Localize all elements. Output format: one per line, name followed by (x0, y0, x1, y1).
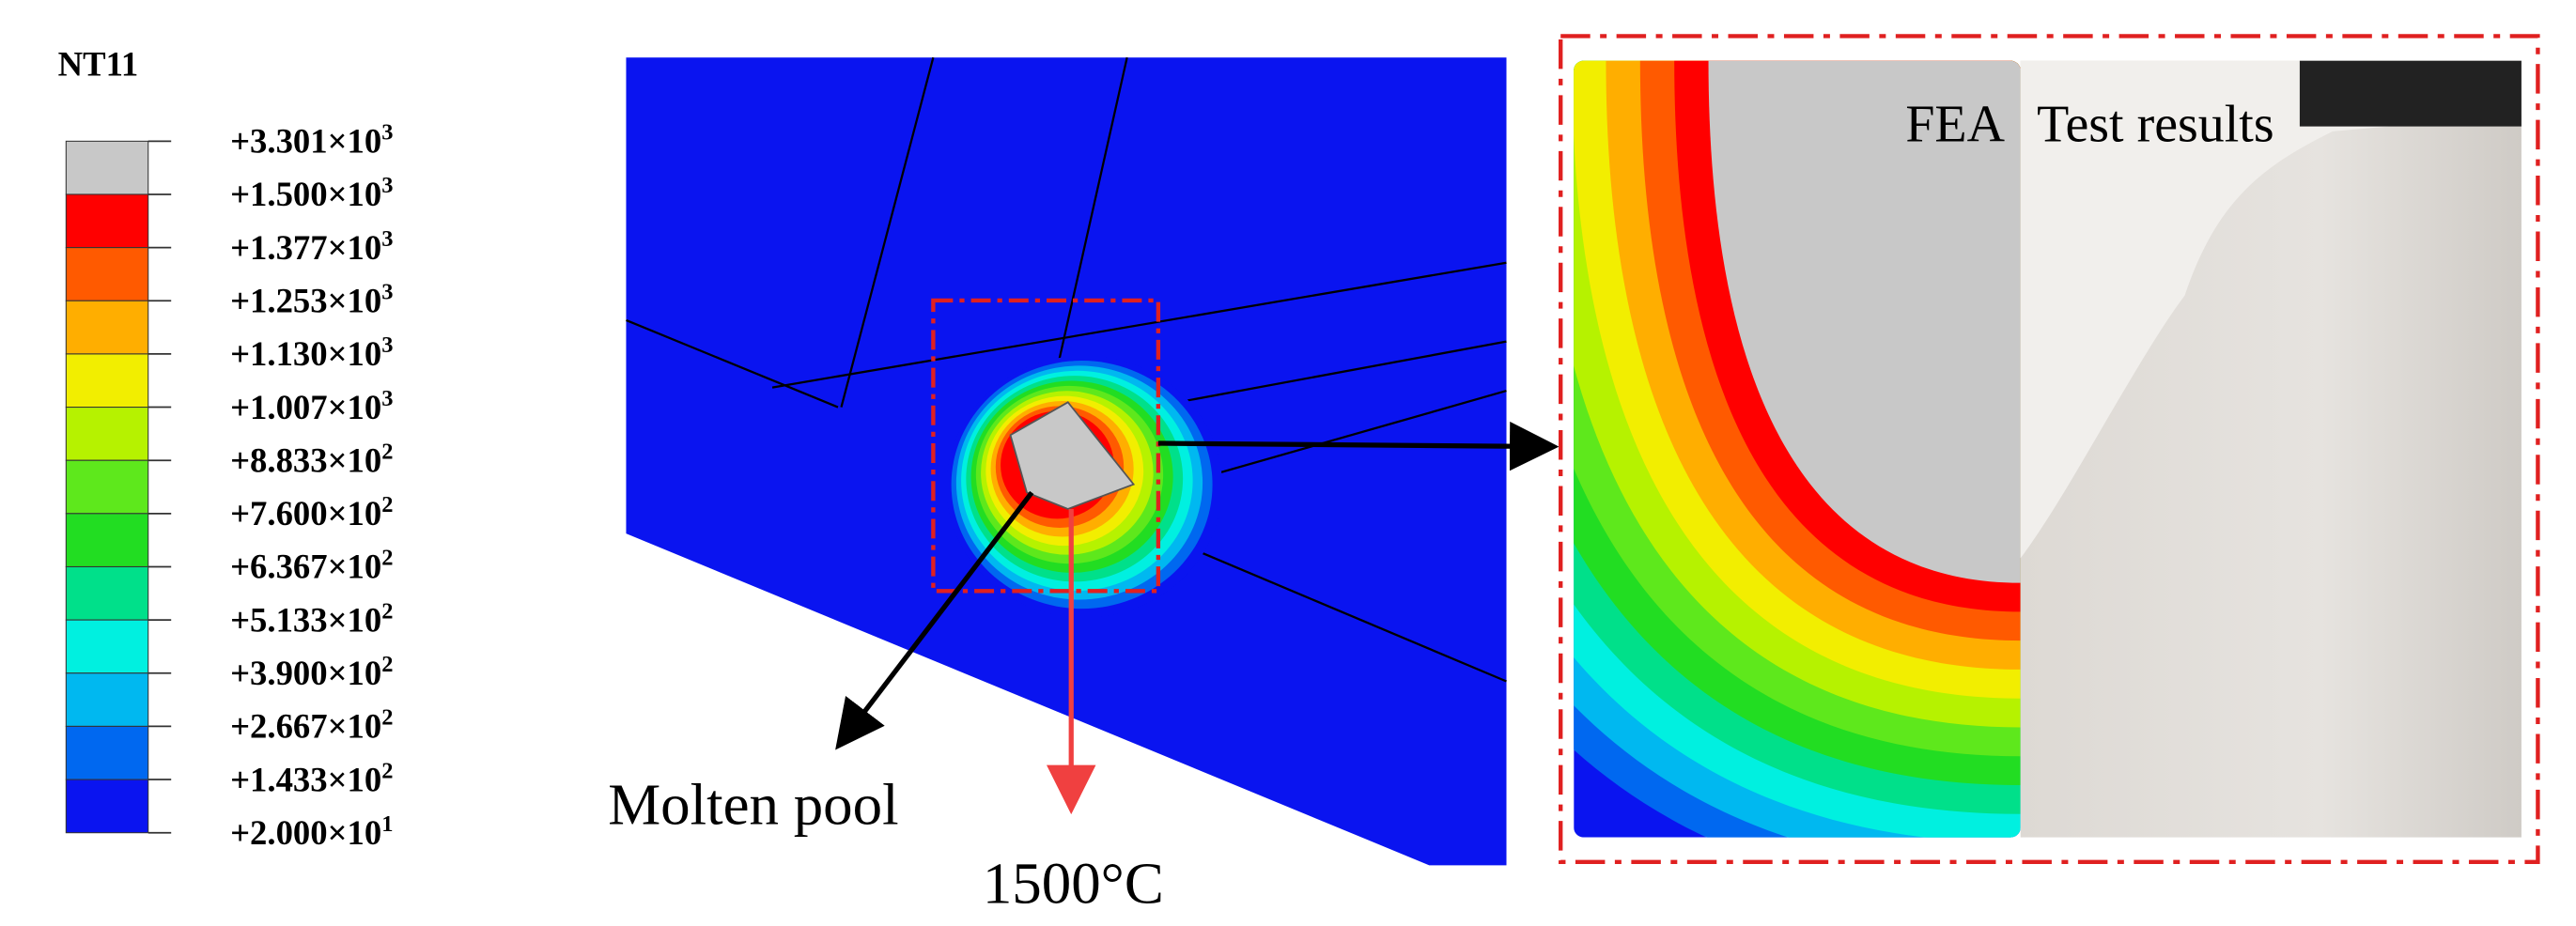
molten-region (1009, 401, 1136, 510)
color-box (65, 619, 149, 674)
exponent: 2 (381, 652, 393, 677)
legend-label: +8.833×102 (230, 439, 393, 479)
color-box (65, 779, 149, 834)
annotation: 1500°C (983, 851, 1164, 917)
exponent: 3 (381, 120, 393, 146)
exponent: 2 (381, 439, 393, 464)
colorbar: +3.301×103+1.500×103+1.377×103+1.253×103… (65, 120, 394, 852)
exponent: 2 (381, 492, 393, 517)
mantissa: +1.253×10 (230, 282, 381, 320)
legend-label: +3.301×103 (230, 120, 393, 161)
legend-label: +6.367×102 (230, 546, 393, 586)
legend-label: +1.130×103 (230, 332, 393, 373)
annotation: FEA (1905, 95, 2005, 153)
mantissa: +2.667×10 (230, 707, 381, 746)
annotation: Molten pool (608, 772, 898, 838)
legend-label: +7.600×102 (230, 492, 393, 532)
legend-label: +1.007×103 (230, 386, 393, 426)
mantissa: +1.007×10 (230, 388, 381, 426)
color-box (65, 353, 149, 409)
exponent: 1 (381, 811, 393, 837)
mantissa: +3.900×10 (230, 654, 381, 692)
legend-title: NT11 (58, 44, 139, 83)
color-box (65, 407, 149, 461)
photo-dark (2299, 60, 2522, 127)
exponent: 3 (381, 386, 393, 411)
exponent: 2 (381, 598, 393, 624)
mantissa: +2.000×10 (230, 813, 381, 852)
color-box (65, 193, 149, 249)
arrow (1157, 421, 1560, 471)
arrow (835, 490, 1034, 750)
fea-result (1574, 60, 2021, 838)
color-box (65, 725, 149, 780)
mantissa: +7.600×10 (230, 494, 381, 532)
exponent: 2 (381, 705, 393, 731)
mantissa: +6.367×10 (230, 548, 381, 586)
photo-pool (2020, 60, 2522, 559)
mantissa: +3.301×10 (230, 122, 381, 161)
exponent: 3 (381, 332, 393, 358)
legend-label: +1.377×103 (230, 226, 393, 267)
color-box (65, 247, 149, 301)
mantissa: +1.377×10 (230, 228, 381, 267)
color-box (65, 459, 149, 515)
legend-label: +1.253×103 (230, 280, 393, 320)
color-box (65, 300, 149, 355)
exponent: 3 (381, 226, 393, 252)
detail-frame (1559, 34, 2540, 865)
exponent: 2 (381, 758, 393, 783)
exponent: 3 (381, 173, 393, 198)
legend-label: +5.133×102 (230, 598, 393, 639)
color-box (65, 140, 149, 195)
legend-label: +2.000×101 (230, 811, 393, 852)
legend-label: +1.500×103 (230, 173, 393, 213)
temperature-band (1708, 60, 2021, 583)
mantissa: +1.500×10 (230, 175, 381, 213)
color-box (65, 672, 149, 727)
mantissa: +1.130×10 (230, 334, 381, 373)
mantissa: +5.133×10 (230, 600, 381, 639)
legend-label: +1.433×102 (230, 758, 393, 798)
color-box (65, 565, 149, 621)
color-box (65, 513, 149, 568)
exponent: 3 (381, 280, 393, 305)
annotation: Test results (2037, 95, 2273, 153)
legend-label: +3.900×102 (230, 652, 393, 692)
exponent: 2 (381, 546, 393, 571)
mantissa: +8.833×10 (230, 440, 381, 479)
legend-label: +2.667×102 (230, 705, 393, 746)
mantissa: +1.433×10 (230, 760, 381, 798)
